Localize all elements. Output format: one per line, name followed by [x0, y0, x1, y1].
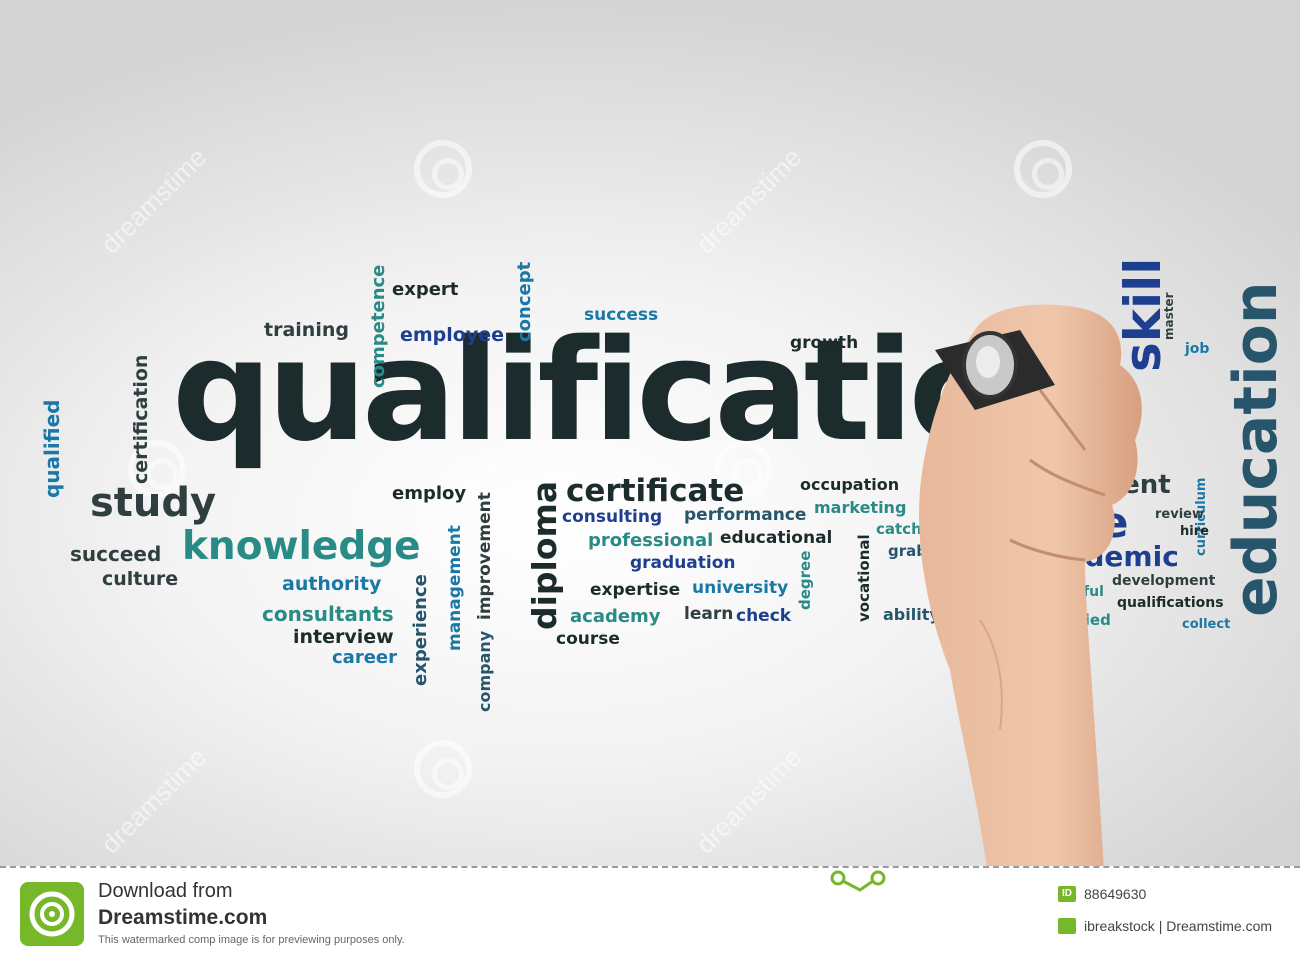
word-consulting: consulting — [562, 507, 663, 527]
word-certificate: certificate — [566, 473, 745, 509]
word-company: company — [475, 630, 494, 712]
word-catch: catch — [876, 520, 922, 538]
watermark-swirl-icon — [714, 440, 772, 498]
photographer-credit[interactable]: ibreakstock | Dreamstime.com — [1084, 918, 1273, 934]
word-management: management — [445, 525, 465, 651]
word-certification: certification — [130, 354, 152, 484]
hand-with-marker — [919, 304, 1142, 866]
watermark-text: dreamstime — [95, 741, 213, 860]
word-vocational: vocational — [855, 534, 873, 622]
word-performance: performance — [684, 505, 807, 525]
word-consultants: consultants — [262, 602, 394, 626]
word-growth: growth — [790, 333, 859, 353]
watermark-swirl-icon — [414, 140, 472, 198]
scissors-icon — [830, 870, 886, 892]
dreamstime-site-link[interactable]: Dreamstime.com — [98, 906, 268, 929]
word-professional: professional — [588, 530, 714, 551]
photographer-icon — [1058, 918, 1076, 934]
word-academy: academy — [570, 606, 661, 627]
word-check: check — [736, 606, 792, 626]
watermark-text: dreamstime — [690, 741, 808, 860]
watermark-swirl-icon — [128, 440, 186, 498]
watermark-swirl-icon — [414, 740, 472, 798]
word-study: study — [90, 480, 217, 526]
word-degree: degree — [796, 550, 814, 610]
word-cloud-photo: dreamstime dreamstime dreamstime dreamst… — [0, 0, 1300, 866]
word-grab: grab — [888, 542, 927, 560]
word-educational: educational — [720, 528, 833, 548]
hand-shape — [919, 304, 1142, 866]
word-knowledge: knowledge — [182, 524, 421, 569]
watermark-swirl-icon — [1014, 140, 1072, 198]
word-education: education — [1221, 281, 1291, 617]
word-competence: competence — [368, 264, 389, 388]
word-diploma: diploma — [525, 480, 564, 630]
word-course: course — [556, 629, 620, 649]
word-occupation: occupation — [800, 475, 900, 494]
word-authority: authority — [282, 573, 382, 595]
word-hire: hire — [1180, 524, 1209, 539]
word-job: job — [1185, 341, 1210, 357]
word-concept: concept — [514, 261, 535, 342]
word-employ: employ — [392, 483, 467, 504]
word-review: review — [1155, 507, 1204, 522]
word-succeed: succeed — [70, 542, 162, 566]
download-from-text: Download from — [98, 880, 233, 902]
word-success: success — [584, 305, 659, 325]
word-expert: expert — [392, 279, 459, 300]
preview-notice: This watermarked comp image is for previ… — [98, 934, 405, 946]
word-qualified: qualified — [40, 399, 64, 498]
word-qualifications: qualifications — [1117, 595, 1224, 611]
word-development: development — [1112, 573, 1216, 589]
word-employee: employee — [400, 324, 505, 346]
word-learn: learn — [684, 604, 734, 624]
word-university: university — [692, 578, 789, 598]
dreamstime-logo-icon — [20, 882, 84, 946]
word-experience: experience — [410, 574, 431, 686]
word-collect: collect — [1182, 617, 1231, 632]
image-id: 88649630 — [1084, 886, 1147, 902]
word-expertise: expertise — [590, 580, 681, 600]
word-career: career — [332, 647, 397, 668]
word-interview: interview — [293, 626, 394, 648]
dreamstime-footer: Download from Dreamstime.com This waterm… — [0, 866, 1300, 959]
word-graduation: graduation — [630, 553, 736, 573]
id-badge: ID — [1058, 886, 1076, 902]
watermark-text: dreamstime — [95, 141, 213, 260]
word-training: training — [264, 319, 349, 341]
word-marketing: marketing — [814, 498, 907, 517]
watermark-text: dreamstime — [690, 141, 808, 260]
word-culture: culture — [102, 568, 179, 590]
word-ability: ability — [883, 605, 940, 624]
word-improvement: improvement — [475, 492, 495, 620]
